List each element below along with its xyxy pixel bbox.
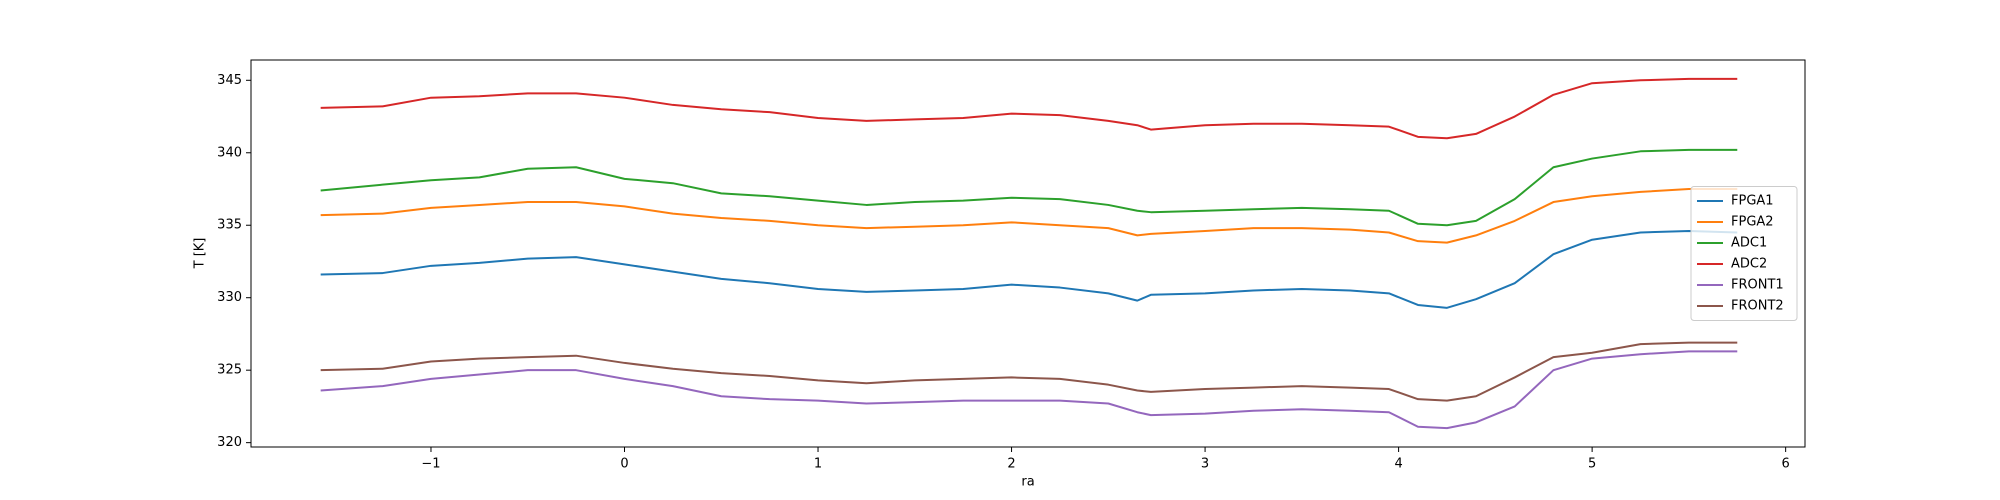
legend-label: FRONT2 bbox=[1731, 299, 1784, 314]
legend-label: ADC1 bbox=[1731, 236, 1767, 251]
x-tick-label: 0 bbox=[620, 457, 628, 472]
x-tick-label: 4 bbox=[1394, 457, 1402, 472]
series-line bbox=[320, 77, 1738, 140]
y-axis-label: T [K] bbox=[193, 238, 208, 270]
legend-box bbox=[1690, 186, 1798, 321]
x-axis-label: ra bbox=[1021, 475, 1034, 490]
series-line bbox=[320, 350, 1738, 430]
y-tick-label: 335 bbox=[217, 218, 242, 233]
y-tick-label: 340 bbox=[217, 145, 242, 160]
x-tick-label: 2 bbox=[1007, 457, 1015, 472]
legend-label: FRONT1 bbox=[1731, 278, 1784, 293]
series-line bbox=[320, 341, 1738, 402]
series-line bbox=[320, 230, 1738, 309]
y-tick-label: 330 bbox=[217, 290, 242, 305]
plot-frame bbox=[250, 59, 1806, 448]
x-tick-label: 5 bbox=[1588, 457, 1596, 472]
series-line bbox=[320, 148, 1738, 227]
x-tick-label: −1 bbox=[421, 457, 440, 472]
legend-label: FPGA1 bbox=[1731, 194, 1774, 209]
series-line bbox=[320, 188, 1738, 244]
legend-label: FPGA2 bbox=[1731, 215, 1774, 230]
x-tick-label: 6 bbox=[1782, 457, 1790, 472]
x-tick-label: 1 bbox=[814, 457, 822, 472]
y-tick-label: 320 bbox=[217, 435, 242, 450]
x-tick-label: 3 bbox=[1201, 457, 1209, 472]
y-tick-label: 345 bbox=[217, 73, 242, 88]
y-tick-label: 325 bbox=[217, 363, 242, 378]
legend-label: ADC2 bbox=[1731, 257, 1767, 272]
